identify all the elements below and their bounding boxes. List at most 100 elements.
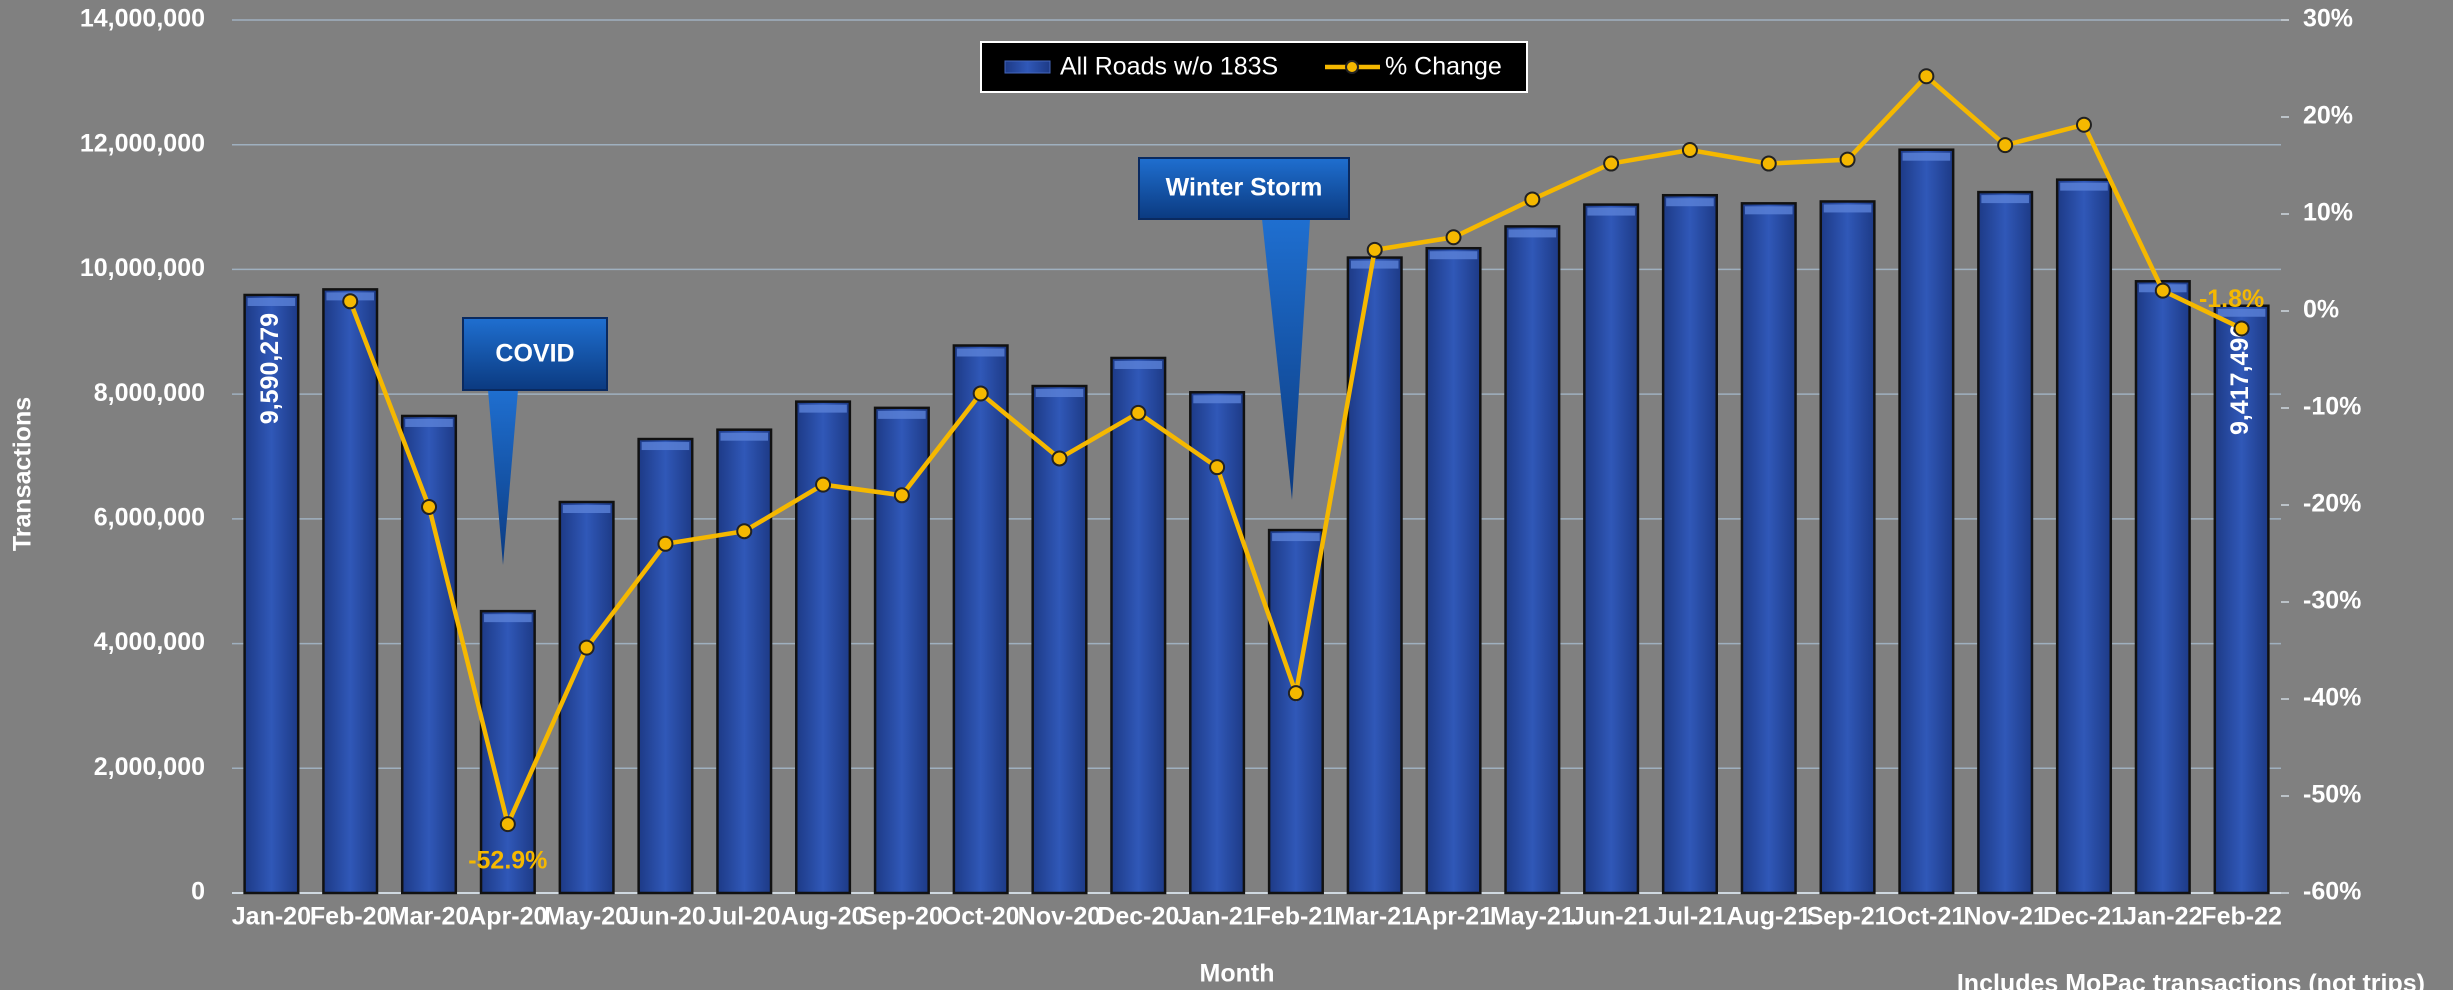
- y-tick-label: 4,000,000: [94, 628, 205, 656]
- line-marker: [1366, 241, 1383, 258]
- bar-bevel: [878, 410, 926, 419]
- line-marker: [1760, 155, 1777, 172]
- bar: [1346, 256, 1403, 895]
- bar: [1583, 203, 1640, 895]
- line-series: -52.9% -1.8%: [342, 68, 2264, 875]
- x-tick-label: Jul-20: [708, 903, 780, 931]
- bar: [2213, 304, 2270, 895]
- line-marker: [1681, 141, 1698, 158]
- y-tick-label: 8,000,000: [94, 379, 205, 407]
- bar-bevel: [1744, 206, 1793, 215]
- x-tick-label: Jun-21: [1571, 903, 1652, 931]
- bar: [1504, 225, 1561, 895]
- y2-tick-label: 10%: [2303, 199, 2353, 227]
- y-tick-label: 14,000,000: [80, 5, 205, 33]
- x-tick-label: Oct-20: [942, 903, 1020, 931]
- y2-tick-label: -10%: [2303, 393, 2361, 421]
- x-tick-label: Oct-21: [1887, 903, 1965, 931]
- bar-bevel: [1902, 152, 1951, 161]
- y2-tick-label: -20%: [2303, 490, 2361, 518]
- y2-tick-label: -40%: [2303, 684, 2361, 712]
- bar-bevel: [1587, 207, 1635, 216]
- y2-tick-label: 0%: [2303, 296, 2339, 324]
- legend-label: All Roads w/o 183S: [1060, 53, 1278, 81]
- y2-tick-label: 30%: [2303, 5, 2353, 33]
- annotations: COVID Winter Storm: [462, 157, 1350, 565]
- line-marker: [421, 498, 438, 515]
- x-tick-label: Aug-20: [781, 903, 866, 931]
- line-marker: [578, 639, 595, 656]
- legend-marker: [1345, 60, 1359, 74]
- bar-bevel: [247, 297, 296, 306]
- bar: [1031, 384, 1088, 895]
- y2-tick-label: 20%: [2303, 102, 2353, 130]
- x-tick-label: Nov-21: [1963, 903, 2046, 931]
- bar-value-label: 9,417,496: [2226, 324, 2254, 435]
- y2-tick-label: -30%: [2303, 587, 2361, 615]
- covid-pointer: [488, 390, 518, 565]
- bar-bevel: [956, 348, 1005, 357]
- bar: [558, 500, 615, 895]
- x-tick-label: Dec-21: [2043, 903, 2125, 931]
- line-marker: [1130, 404, 1147, 421]
- line-marker: [1997, 137, 2014, 154]
- line-marker: [1839, 151, 1856, 168]
- storm-callout: [1138, 157, 1350, 220]
- bar-bevel: [562, 505, 611, 514]
- line-marker: [1603, 155, 1620, 172]
- x-tick-label: Jun-20: [625, 903, 706, 931]
- bar-bevel: [1035, 389, 1084, 398]
- bar: [1898, 148, 1955, 895]
- bar-bevel: [1114, 360, 1163, 369]
- bar-value-label: 9,590,279: [256, 313, 284, 424]
- x-tick-label: Dec-20: [1097, 903, 1179, 931]
- x-tick-label: Nov-20: [1018, 903, 1101, 931]
- x-tick-label: May-20: [544, 903, 629, 931]
- x-tick-label: May-21: [1490, 903, 1575, 931]
- storm-pointer: [1262, 219, 1310, 500]
- legend-box: [980, 41, 1528, 93]
- line-marker: [499, 816, 516, 833]
- bar-bevel: [2217, 308, 2266, 317]
- x-tick-label: Jan-21: [1177, 903, 1256, 931]
- bar: [637, 437, 694, 895]
- line-marker: [2154, 282, 2171, 299]
- y-tick-label: 2,000,000: [94, 753, 205, 781]
- y-tick-label: 6,000,000: [94, 503, 205, 531]
- x-tick-label: Aug-21: [1726, 903, 1811, 931]
- line-marker: [1209, 459, 1226, 476]
- bar: [322, 288, 379, 895]
- bar-bevel: [1981, 195, 2029, 204]
- bar: [952, 344, 1009, 895]
- y-tick-label: 10,000,000: [80, 254, 205, 282]
- line-marker: [815, 476, 832, 493]
- bar-bevel: [1193, 395, 1241, 404]
- bar: [400, 414, 458, 895]
- annotation: Winter Storm: [1166, 174, 1323, 202]
- bar-bevel: [641, 442, 690, 451]
- y2-tick-label: -60%: [2303, 878, 2361, 906]
- line-marker: [2233, 320, 2250, 337]
- x-tick-label: Jul-21: [1654, 903, 1726, 931]
- y2-tick-label: -50%: [2303, 781, 2361, 809]
- x-tick-label: Feb-21: [1256, 903, 1337, 931]
- x-tick-label: Mar-21: [1334, 903, 1415, 931]
- line-marker: [1445, 229, 1462, 246]
- bar: [2055, 178, 2113, 895]
- x-tick-label: Sep-21: [1807, 903, 1889, 931]
- line-marker: [1287, 685, 1304, 702]
- bar: [795, 400, 852, 895]
- x-tick-label: Jan-20: [232, 903, 311, 931]
- x-tick-label: Apr-20: [468, 903, 547, 931]
- legend: All Roads w/o 183S % Change: [980, 41, 1528, 93]
- line-marker: [1918, 68, 1935, 85]
- bar: [1425, 246, 1482, 895]
- y-axis-label: Transactions: [9, 397, 37, 551]
- y-tick-label: 12,000,000: [80, 129, 205, 157]
- legend-swatch: [1004, 60, 1051, 74]
- x-tick-label: Mar-20: [389, 903, 470, 931]
- line-marker: [972, 385, 989, 402]
- bar: [1977, 190, 2034, 895]
- bar: [1819, 200, 1876, 895]
